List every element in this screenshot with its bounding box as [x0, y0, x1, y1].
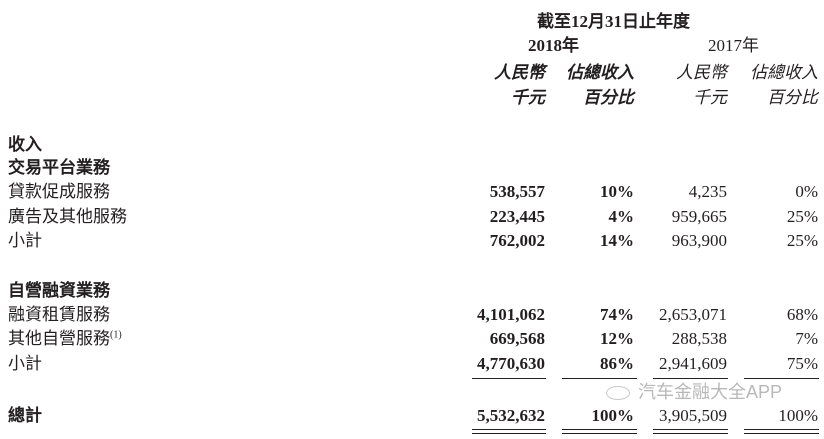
subtotal-rule	[744, 378, 819, 379]
total-double-rule	[653, 433, 728, 434]
period-header: 截至12月31日止年度	[537, 12, 690, 31]
value-2018: 4,101,062	[477, 305, 545, 324]
value-2018: 762,002	[489, 231, 545, 250]
pct-2017: 0%	[795, 182, 818, 201]
col-header-currency-2018: 人民幣	[494, 63, 545, 82]
pct-2017: 75%	[786, 354, 818, 373]
col-unit-pct-2017: 百分比	[767, 88, 818, 107]
col-unit-currency-2017: 千元	[693, 88, 727, 107]
subtotal-rule	[472, 378, 546, 379]
col-unit-pct-2018: 百分比	[583, 88, 634, 107]
footnote-marker: (1)	[110, 329, 122, 341]
financing-section-title: 自營融資業務	[8, 281, 110, 300]
row-label: 小計	[8, 354, 42, 373]
pct-2017: 25%	[786, 207, 818, 226]
pct-2018: 4%	[608, 207, 635, 226]
value-2018: 669,568	[489, 329, 545, 348]
watermark-text: 汽车金融大全APP	[638, 382, 783, 402]
subtotal-rule	[653, 378, 728, 379]
col-header-currency-2017: 人民幣	[676, 63, 727, 82]
row-label: 總計	[8, 406, 42, 425]
pct-2018: 10%	[600, 182, 634, 201]
total-double-rule	[562, 429, 637, 430]
total-double-rule	[744, 433, 819, 434]
wechat-icon	[606, 386, 630, 401]
value-2017: 963,900	[671, 231, 727, 250]
value-2017: 3,905,509	[659, 406, 727, 425]
col-header-pct-2018: 佔總收入	[566, 63, 634, 82]
row-label: 貸款促成服務	[8, 182, 110, 201]
subtotal-rule	[562, 378, 637, 379]
value-2017: 2,941,609	[659, 354, 727, 373]
col-header-pct-2017: 佔總收入	[750, 63, 818, 82]
row-label: 其他自營服務(1)	[8, 329, 122, 349]
row-label-text: 其他自營服務	[8, 329, 110, 348]
pct-2017: 100%	[778, 406, 818, 425]
pct-2018: 74%	[600, 305, 634, 324]
row-label: 廣告及其他服務	[8, 207, 127, 226]
row-label: 融資租賃服務	[8, 305, 110, 324]
pct-2017: 25%	[786, 231, 818, 250]
year-2018: 2018年	[528, 36, 579, 55]
pct-2017: 7%	[795, 329, 818, 348]
value-2018: 538,557	[489, 182, 545, 201]
total-double-rule	[653, 429, 728, 430]
value-2017: 959,665	[671, 207, 727, 226]
value-2017: 4,235	[688, 182, 727, 201]
year-2017: 2017年	[708, 36, 759, 55]
total-double-rule	[472, 429, 546, 430]
value-2018: 4,770,630	[477, 354, 545, 373]
pct-2018: 86%	[600, 354, 634, 373]
watermark: 汽车金融大全APP	[606, 382, 782, 403]
total-double-rule	[472, 433, 546, 434]
value-2018: 223,445	[489, 207, 545, 226]
pct-2018: 100%	[591, 406, 635, 425]
pct-2018: 12%	[600, 329, 634, 348]
value-2017: 2,653,071	[659, 305, 727, 324]
value-2018: 5,532,632	[477, 406, 545, 425]
pct-2018: 14%	[600, 231, 634, 250]
revenue-label: 收入	[8, 135, 42, 154]
total-double-rule	[744, 429, 819, 430]
col-unit-currency-2018: 千元	[511, 88, 545, 107]
total-double-rule	[562, 433, 637, 434]
row-label: 小計	[8, 231, 42, 250]
pct-2017: 68%	[786, 305, 818, 324]
value-2017: 288,538	[671, 329, 727, 348]
platform-section-title: 交易平台業務	[8, 158, 110, 177]
